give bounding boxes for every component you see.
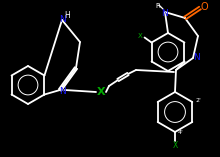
Text: N: N: [162, 8, 168, 17]
Text: H: H: [64, 11, 70, 19]
Text: O: O: [200, 2, 208, 12]
Text: R: R: [156, 3, 160, 9]
Text: N: N: [193, 54, 199, 62]
Text: N: N: [60, 16, 66, 24]
Text: 2': 2': [195, 98, 201, 103]
Text: X: X: [172, 141, 178, 151]
Text: X: X: [138, 32, 143, 38]
Text: N: N: [59, 87, 65, 95]
Text: X: X: [97, 87, 105, 97]
Text: 4': 4': [178, 130, 184, 135]
